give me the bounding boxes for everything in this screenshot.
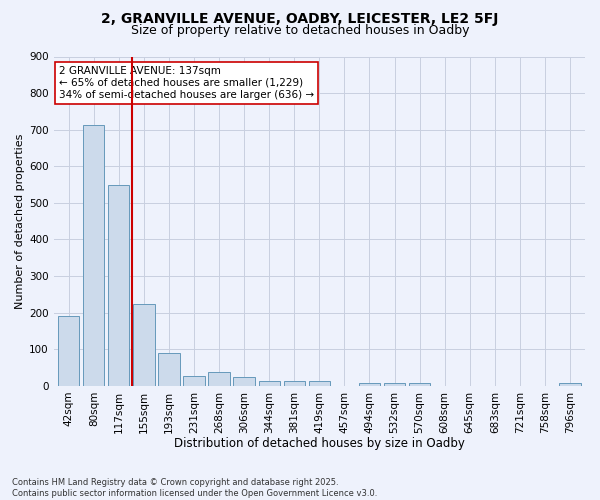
Bar (233, 378, 255, 386)
Text: 2, GRANVILLE AVENUE, OADBY, LEICESTER, LE2 5FJ: 2, GRANVILLE AVENUE, OADBY, LEICESTER, L… (101, 12, 499, 26)
Bar (58, 316, 79, 386)
Bar (284, 382, 305, 386)
Bar (208, 372, 230, 386)
Y-axis label: Number of detached properties: Number of detached properties (15, 134, 25, 309)
Bar (83, 124, 104, 386)
X-axis label: Distribution of detached houses by size in Oadby: Distribution of detached houses by size … (174, 437, 465, 450)
Bar (133, 304, 155, 386)
Bar (359, 382, 380, 386)
Text: 2 GRANVILLE AVENUE: 137sqm
← 65% of detached houses are smaller (1,229)
34% of s: 2 GRANVILLE AVENUE: 137sqm ← 65% of deta… (59, 66, 314, 100)
Text: Size of property relative to detached houses in Oadby: Size of property relative to detached ho… (131, 24, 469, 37)
Bar (559, 382, 581, 386)
Bar (308, 382, 330, 386)
Bar (184, 376, 205, 386)
Bar (108, 186, 130, 386)
Bar (158, 352, 179, 386)
Bar (259, 382, 280, 386)
Bar (409, 384, 430, 386)
Bar (384, 382, 405, 386)
Text: Contains HM Land Registry data © Crown copyright and database right 2025.
Contai: Contains HM Land Registry data © Crown c… (12, 478, 377, 498)
